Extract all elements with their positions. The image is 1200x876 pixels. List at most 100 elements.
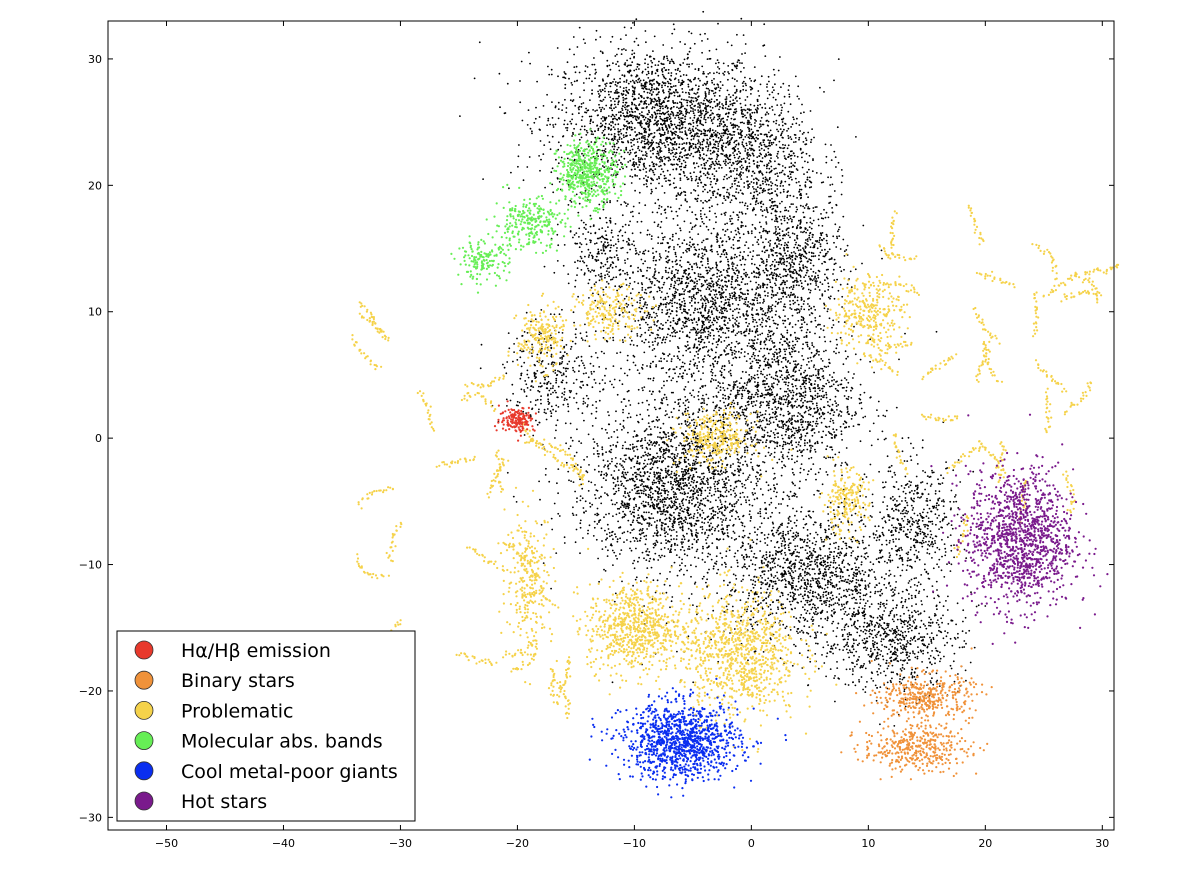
data-point	[606, 75, 609, 78]
data-point	[637, 166, 639, 169]
data-point	[665, 105, 668, 108]
data-point	[667, 82, 670, 85]
data-point	[626, 305, 628, 308]
data-point	[678, 124, 681, 127]
data-point	[709, 167, 711, 170]
data-point	[773, 89, 775, 91]
data-point	[688, 93, 691, 96]
data-point	[755, 136, 758, 139]
data-point	[639, 302, 641, 304]
data-point	[704, 130, 707, 133]
data-point	[630, 27, 633, 29]
data-point	[675, 163, 678, 166]
data-point	[617, 103, 619, 106]
data-point	[783, 102, 786, 105]
data-point	[735, 90, 738, 92]
data-point	[663, 76, 666, 79]
data-point	[699, 209, 702, 212]
data-point	[739, 201, 741, 204]
data-point	[694, 248, 697, 251]
data-point	[717, 136, 720, 139]
data-point	[669, 301, 671, 304]
data-point	[670, 130, 672, 133]
data-point	[542, 153, 545, 156]
data-point	[663, 163, 666, 166]
data-point	[786, 130, 788, 132]
data-point	[748, 342, 750, 345]
data-point	[827, 176, 829, 179]
data-point	[833, 190, 836, 192]
data-point	[665, 313, 668, 315]
data-point	[758, 271, 761, 273]
data-point	[603, 108, 606, 110]
data-point	[695, 175, 698, 178]
data-point	[680, 168, 682, 171]
data-point	[765, 325, 767, 327]
data-point	[623, 151, 626, 154]
data-point	[790, 157, 792, 160]
data-point	[752, 195, 755, 198]
data-point	[835, 166, 837, 168]
data-point	[803, 131, 805, 134]
data-point	[656, 178, 658, 181]
data-point	[771, 304, 774, 306]
data-point	[766, 286, 768, 289]
data-point	[654, 168, 657, 171]
data-point	[695, 146, 697, 149]
data-point	[839, 336, 842, 339]
data-point	[591, 130, 593, 133]
data-point	[683, 142, 685, 145]
data-point	[666, 138, 669, 140]
data-point	[528, 51, 530, 54]
data-point	[642, 250, 645, 253]
data-point	[710, 268, 712, 270]
data-point	[732, 152, 734, 154]
data-point	[687, 153, 689, 156]
data-point	[677, 193, 680, 196]
data-point	[676, 124, 679, 127]
data-point	[794, 243, 797, 246]
data-point	[752, 149, 755, 152]
data-point	[773, 138, 776, 141]
data-point	[800, 285, 803, 288]
data-point	[676, 289, 679, 291]
data-point	[682, 308, 685, 311]
data-point	[626, 127, 628, 130]
data-point	[661, 119, 664, 121]
data-point	[661, 63, 664, 65]
data-point	[706, 141, 708, 144]
data-point	[720, 353, 723, 356]
data-point	[774, 252, 777, 254]
data-point	[657, 334, 660, 336]
data-point	[774, 214, 777, 217]
data-point	[610, 124, 613, 127]
data-point	[755, 197, 758, 200]
data-point	[667, 179, 670, 182]
data-point	[696, 287, 699, 290]
data-point	[653, 78, 655, 81]
data-point	[771, 109, 774, 111]
data-point	[688, 146, 691, 149]
data-point	[645, 41, 647, 44]
data-point	[649, 168, 652, 171]
data-point	[689, 241, 691, 244]
data-point	[624, 325, 627, 328]
data-point	[717, 150, 719, 153]
data-point	[686, 278, 689, 281]
data-point	[738, 126, 740, 128]
data-point	[719, 139, 722, 142]
data-point	[696, 280, 698, 283]
data-point	[787, 144, 790, 147]
data-point	[577, 295, 579, 298]
data-point	[669, 141, 672, 144]
data-point	[758, 164, 760, 167]
data-point	[609, 96, 612, 99]
data-point	[733, 353, 736, 355]
data-point	[658, 165, 660, 168]
data-point	[700, 314, 703, 317]
data-point	[705, 216, 708, 219]
data-point	[641, 296, 643, 299]
data-point	[694, 213, 697, 216]
data-point	[643, 147, 646, 149]
data-point	[594, 77, 596, 80]
